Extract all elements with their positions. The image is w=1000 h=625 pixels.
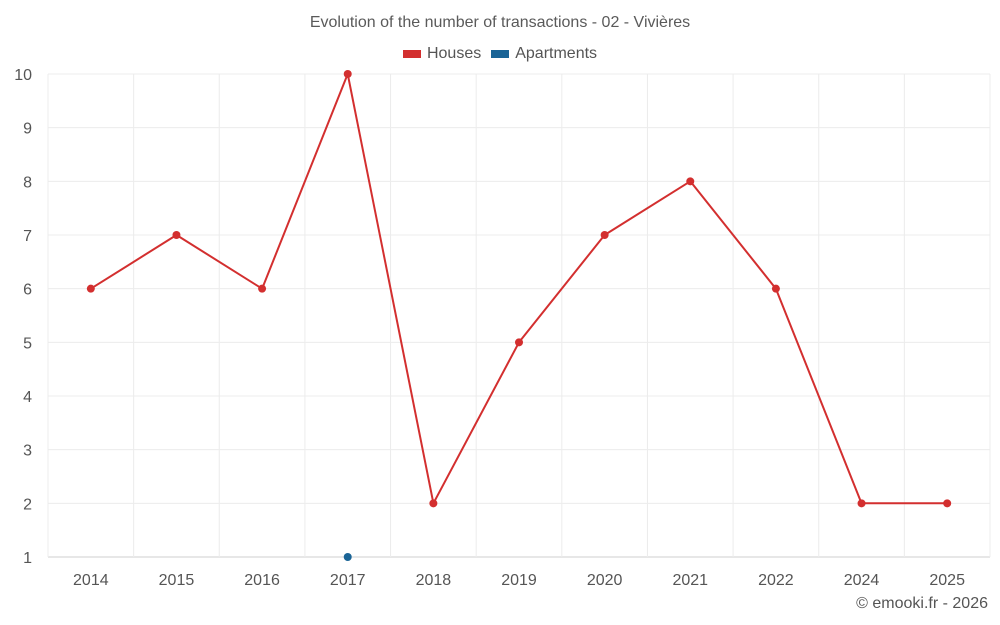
- data-point-houses-2016[interactable]: [258, 284, 267, 293]
- y-tick-label-2: 2: [23, 496, 32, 513]
- data-point-houses-2024[interactable]: [857, 499, 866, 508]
- y-tick-label-5: 5: [23, 335, 32, 352]
- y-tick-label-3: 3: [23, 443, 32, 460]
- y-tick-label-1: 1: [23, 550, 32, 567]
- x-tick-label-2019: 2019: [501, 572, 537, 589]
- x-tick-label-2024: 2024: [844, 572, 880, 589]
- data-point-houses-2025[interactable]: [943, 499, 952, 508]
- x-tick-label-2017: 2017: [330, 572, 366, 589]
- legend-item-houses[interactable]: Houses: [402, 45, 482, 63]
- data-point-houses-2020[interactable]: [600, 231, 609, 239]
- data-point-houses-2014[interactable]: [86, 284, 95, 293]
- x-tick-label-2020: 2020: [587, 572, 623, 589]
- y-tick-label-6: 6: [23, 282, 32, 299]
- x-tick-label-2025: 2025: [929, 572, 965, 589]
- copyright-footer: © emooki.fr - 2026: [856, 595, 988, 612]
- y-tick-label-8: 8: [23, 174, 32, 191]
- x-tick-label-2021: 2021: [672, 572, 708, 589]
- x-tick-label-2018: 2018: [416, 572, 452, 589]
- y-tick-label-10: 10: [14, 67, 32, 84]
- chart-title: Evolution of the number of transactions …: [309, 14, 691, 31]
- legend-label-apartments: Apartments: [515, 45, 598, 62]
- legend-item-apartments[interactable]: Apartments: [491, 45, 597, 63]
- y-tick-label-4: 4: [23, 389, 32, 406]
- data-point-houses-2022[interactable]: [771, 284, 780, 293]
- data-point-houses-2017[interactable]: [343, 70, 352, 78]
- legend-swatch-houses: [402, 50, 421, 58]
- data-point-houses-2018[interactable]: [429, 499, 438, 508]
- y-tick-label-9: 9: [23, 121, 32, 138]
- data-point-houses-2015[interactable]: [172, 231, 181, 239]
- data-point-houses-2021[interactable]: [686, 177, 695, 186]
- data-point-houses-2019[interactable]: [515, 338, 523, 347]
- x-tick-label-2016: 2016: [244, 572, 280, 589]
- x-tick-label-2015: 2015: [159, 572, 195, 589]
- data-point-apartments-2017[interactable]: [343, 553, 352, 561]
- y-tick-label-7: 7: [23, 228, 32, 245]
- legend-label-houses: Houses: [426, 45, 482, 62]
- chart-legend: Houses Apartments: [0, 45, 1000, 63]
- x-tick-label-2022: 2022: [758, 572, 794, 589]
- x-tick-label-2014: 2014: [73, 572, 109, 589]
- legend-swatch-apartments: [491, 50, 510, 58]
